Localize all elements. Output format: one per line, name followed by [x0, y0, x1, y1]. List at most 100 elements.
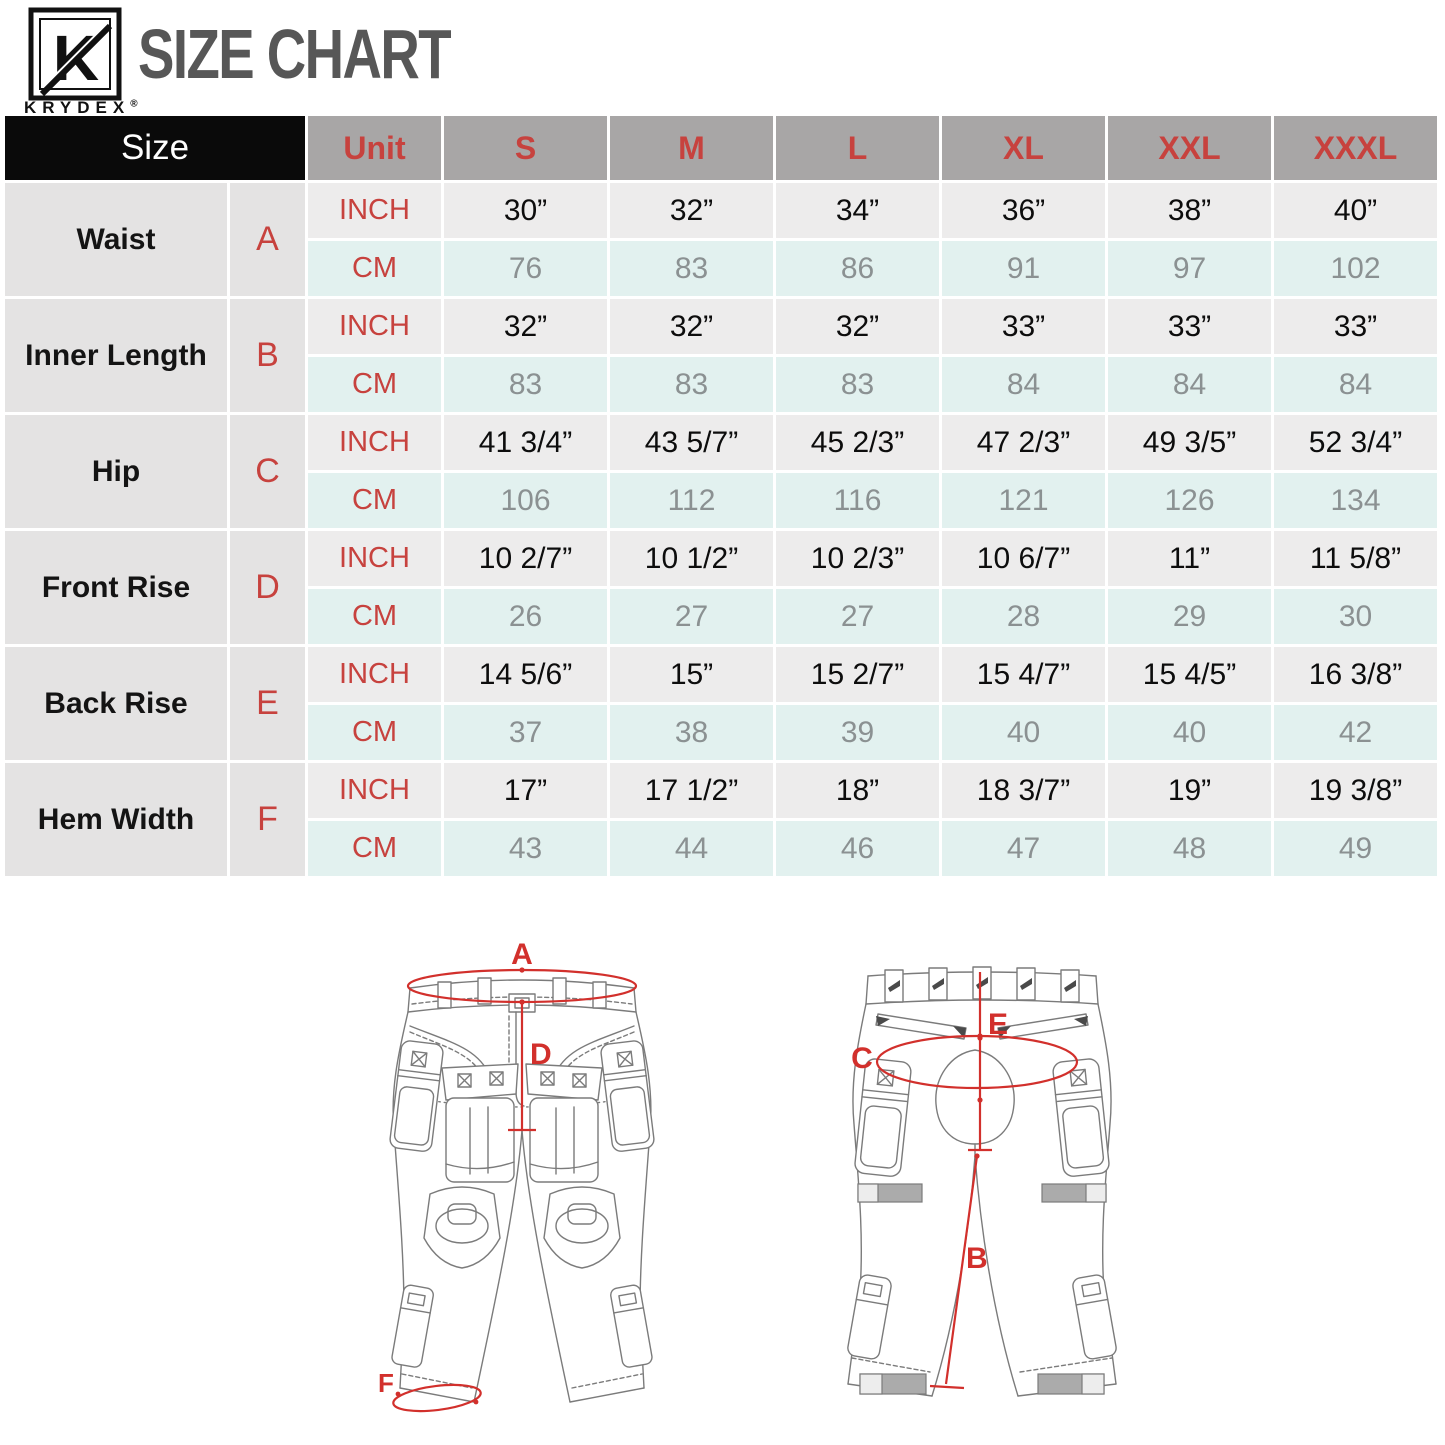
inch-value: 40” [1274, 183, 1437, 238]
cm-value: 76 [444, 241, 607, 296]
inch-value: 32” [444, 299, 607, 354]
inch-value: 33” [1108, 299, 1271, 354]
cm-value: 27 [776, 589, 939, 644]
measurement-letter: D [230, 531, 305, 644]
cm-value: 91 [942, 241, 1105, 296]
inch-value: 15 4/5” [1108, 647, 1271, 702]
unit-cm-label: CM [308, 357, 441, 412]
inch-value: 30” [444, 183, 607, 238]
cm-value: 26 [444, 589, 607, 644]
inch-value: 45 2/3” [776, 415, 939, 470]
inch-value: 19 3/8” [1274, 763, 1437, 818]
brand-name: KRYDEX® [24, 98, 138, 118]
size-column-header: L [776, 116, 939, 180]
inch-value: 10 2/3” [776, 531, 939, 586]
unit-cm-label: CM [308, 821, 441, 876]
front-pants-outline [389, 977, 655, 1403]
brand-name-text: KRYDEX [24, 98, 131, 117]
label-F: F [378, 1368, 394, 1398]
inch-value: 11” [1108, 531, 1271, 586]
pants-front-diagram: A D F [378, 942, 655, 1413]
label-A: A [511, 942, 533, 971]
inch-value: 17” [444, 763, 607, 818]
inch-value: 41 3/4” [444, 415, 607, 470]
inch-value: 32” [776, 299, 939, 354]
inch-value: 33” [942, 299, 1105, 354]
page-title: SIZE CHART [138, 15, 452, 93]
size-column-header: S [444, 116, 607, 180]
size-table-head: Size Unit S M L XL XXL XXXL [5, 116, 1437, 180]
cm-value: 42 [1274, 705, 1437, 760]
cm-value: 37 [444, 705, 607, 760]
cm-value: 38 [610, 705, 773, 760]
label-E: E [988, 1008, 1008, 1041]
inch-value: 38” [1108, 183, 1271, 238]
logo-swoosh [39, 23, 113, 97]
measurement-letter: E [230, 647, 305, 760]
cm-value: 49 [1274, 821, 1437, 876]
cm-value: 116 [776, 473, 939, 528]
measurement-label: Hip [5, 415, 227, 528]
cm-value: 47 [942, 821, 1105, 876]
cm-value: 126 [1108, 473, 1271, 528]
inch-value: 15” [610, 647, 773, 702]
measurement-label: Hem Width [5, 763, 227, 876]
inch-value: 43 5/7” [610, 415, 773, 470]
logo-outer-border [28, 7, 122, 101]
cm-value: 84 [1108, 357, 1271, 412]
cm-value: 28 [942, 589, 1105, 644]
unit-inch-label: INCH [308, 647, 441, 702]
cm-value: 83 [610, 241, 773, 296]
inch-value: 34” [776, 183, 939, 238]
cm-value: 134 [1274, 473, 1437, 528]
inch-value: 18” [776, 763, 939, 818]
measurement-label: Front Rise [5, 531, 227, 644]
back-rise-measure-E: E [968, 972, 1008, 1152]
cm-value: 83 [444, 357, 607, 412]
cm-value: 84 [1274, 357, 1437, 412]
size-column-header: XL [942, 116, 1105, 180]
cm-value: 40 [1108, 705, 1271, 760]
inch-value: 49 3/5” [1108, 415, 1271, 470]
inch-value: 52 3/4” [1274, 415, 1437, 470]
pants-back-diagram: E C B [847, 966, 1117, 1397]
measurement-letter: C [230, 415, 305, 528]
measurement-label: Back Rise [5, 647, 227, 760]
inch-value: 19” [1108, 763, 1271, 818]
label-D: D [530, 1038, 552, 1071]
unit-inch-label: INCH [308, 531, 441, 586]
unit-cm-label: CM [308, 241, 441, 296]
unit-cm-label: CM [308, 473, 441, 528]
inch-value: 15 4/7” [942, 647, 1105, 702]
unit-inch-label: INCH [308, 763, 441, 818]
unit-inch-label: INCH [308, 299, 441, 354]
inch-value: 15 2/7” [776, 647, 939, 702]
size-header-cell: Size [5, 116, 305, 180]
measurement-label: Waist [5, 183, 227, 296]
logo-inner-border [39, 18, 111, 90]
inch-value: 32” [610, 299, 773, 354]
cm-value: 44 [610, 821, 773, 876]
label-C: C [851, 1042, 873, 1075]
inch-value: 11 5/8” [1274, 531, 1437, 586]
cm-value: 106 [444, 473, 607, 528]
label-B: B [966, 1242, 988, 1275]
inch-value: 10 1/2” [610, 531, 773, 586]
back-hip-measure-C: C [851, 1033, 1079, 1090]
unit-column-header: Unit [308, 116, 441, 180]
cm-value: 102 [1274, 241, 1437, 296]
inch-value: 14 5/6” [444, 647, 607, 702]
cm-value: 84 [942, 357, 1105, 412]
inch-value: 33” [1274, 299, 1437, 354]
unit-inch-label: INCH [308, 183, 441, 238]
cm-value: 43 [444, 821, 607, 876]
inch-value: 17 1/2” [610, 763, 773, 818]
inch-value: 10 6/7” [942, 531, 1105, 586]
front-rise-measure-D: D [508, 999, 552, 1132]
cm-value: 86 [776, 241, 939, 296]
measurement-label: Inner Length [5, 299, 227, 412]
registered-mark: ® [130, 98, 138, 110]
size-column-header: M [610, 116, 773, 180]
inch-value: 16 3/8” [1274, 647, 1437, 702]
measurement-letter: A [230, 183, 305, 296]
